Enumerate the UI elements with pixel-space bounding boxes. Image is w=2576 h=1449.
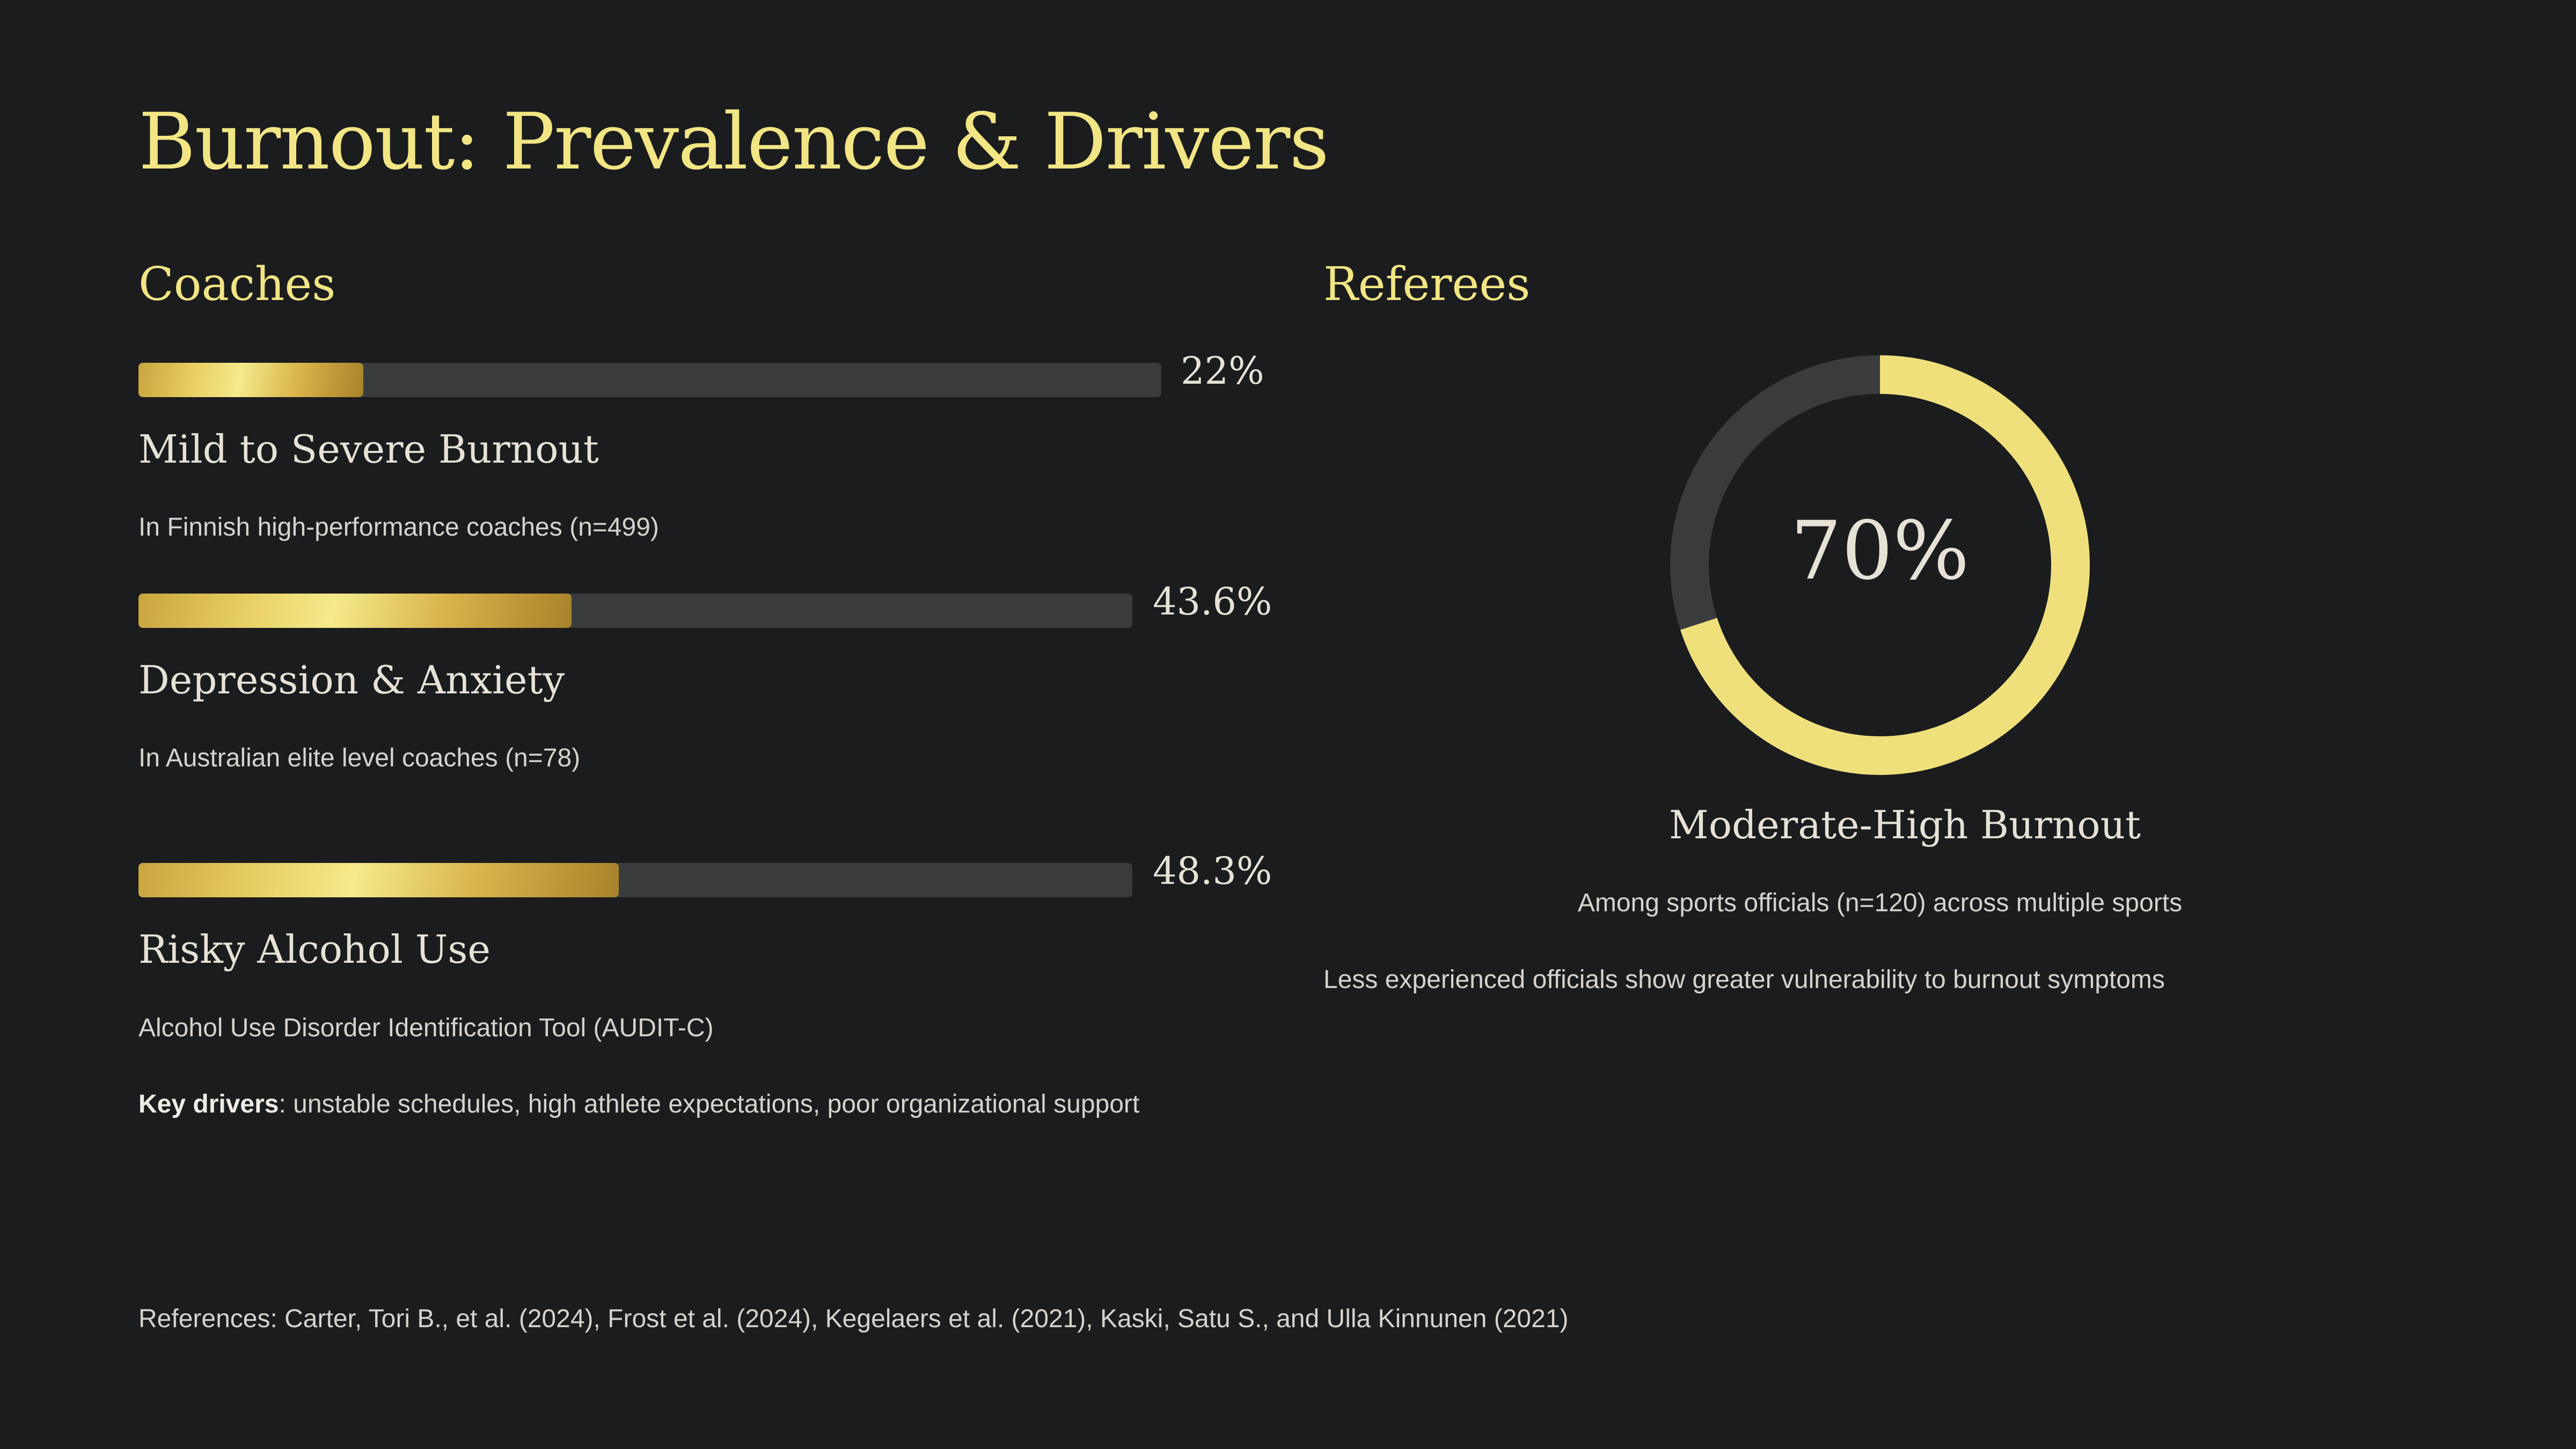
coaches-heading: Coaches — [138, 258, 336, 311]
alcohol-label: Risky Alcohol Use — [138, 927, 491, 972]
key-drivers-text: : unstable schedules, high athlete expec… — [279, 1090, 1140, 1118]
donut-value: 70% — [1790, 504, 1970, 598]
burnout-bar-track — [138, 363, 1161, 397]
burnout-bar-fill — [138, 363, 364, 397]
alcohol-bar-track — [138, 863, 1132, 897]
alcohol-note: Alcohol Use Disorder Identification Tool… — [138, 1014, 714, 1042]
depression-label: Depression & Anxiety — [138, 657, 565, 702]
key-drivers-label: Key drivers — [138, 1090, 279, 1118]
alcohol-percent: 48.3% — [1153, 849, 1272, 893]
depression-percent: 43.6% — [1153, 580, 1272, 624]
depression-note: In Australian elite level coaches (n=78) — [138, 744, 581, 772]
key-drivers: Key drivers: unstable schedules, high at… — [138, 1089, 1139, 1119]
page-title: Burnout: Prevalence & Drivers — [138, 97, 1329, 187]
burnout-percent: 22% — [1181, 349, 1264, 393]
burnout-note: In Finnish high-performance coaches (n=4… — [138, 513, 659, 541]
referees-note-2: Less experienced officials show greater … — [1323, 965, 2165, 994]
referees-note: Among sports officials (n=120) across mu… — [1577, 889, 2183, 917]
donut-fill — [1670, 355, 2090, 775]
references: References: Carter, Tori B., et al. (202… — [138, 1305, 1569, 1333]
alcohol-bar-fill — [138, 863, 619, 897]
depression-bar-track — [138, 594, 1132, 628]
burnout-label: Mild to Severe Burnout — [138, 427, 599, 472]
referees-donut — [1670, 355, 2090, 775]
depression-bar-fill — [138, 594, 572, 628]
referees-label: Moderate-High Burnout — [1669, 802, 2141, 847]
referees-heading: Referees — [1323, 258, 1531, 311]
